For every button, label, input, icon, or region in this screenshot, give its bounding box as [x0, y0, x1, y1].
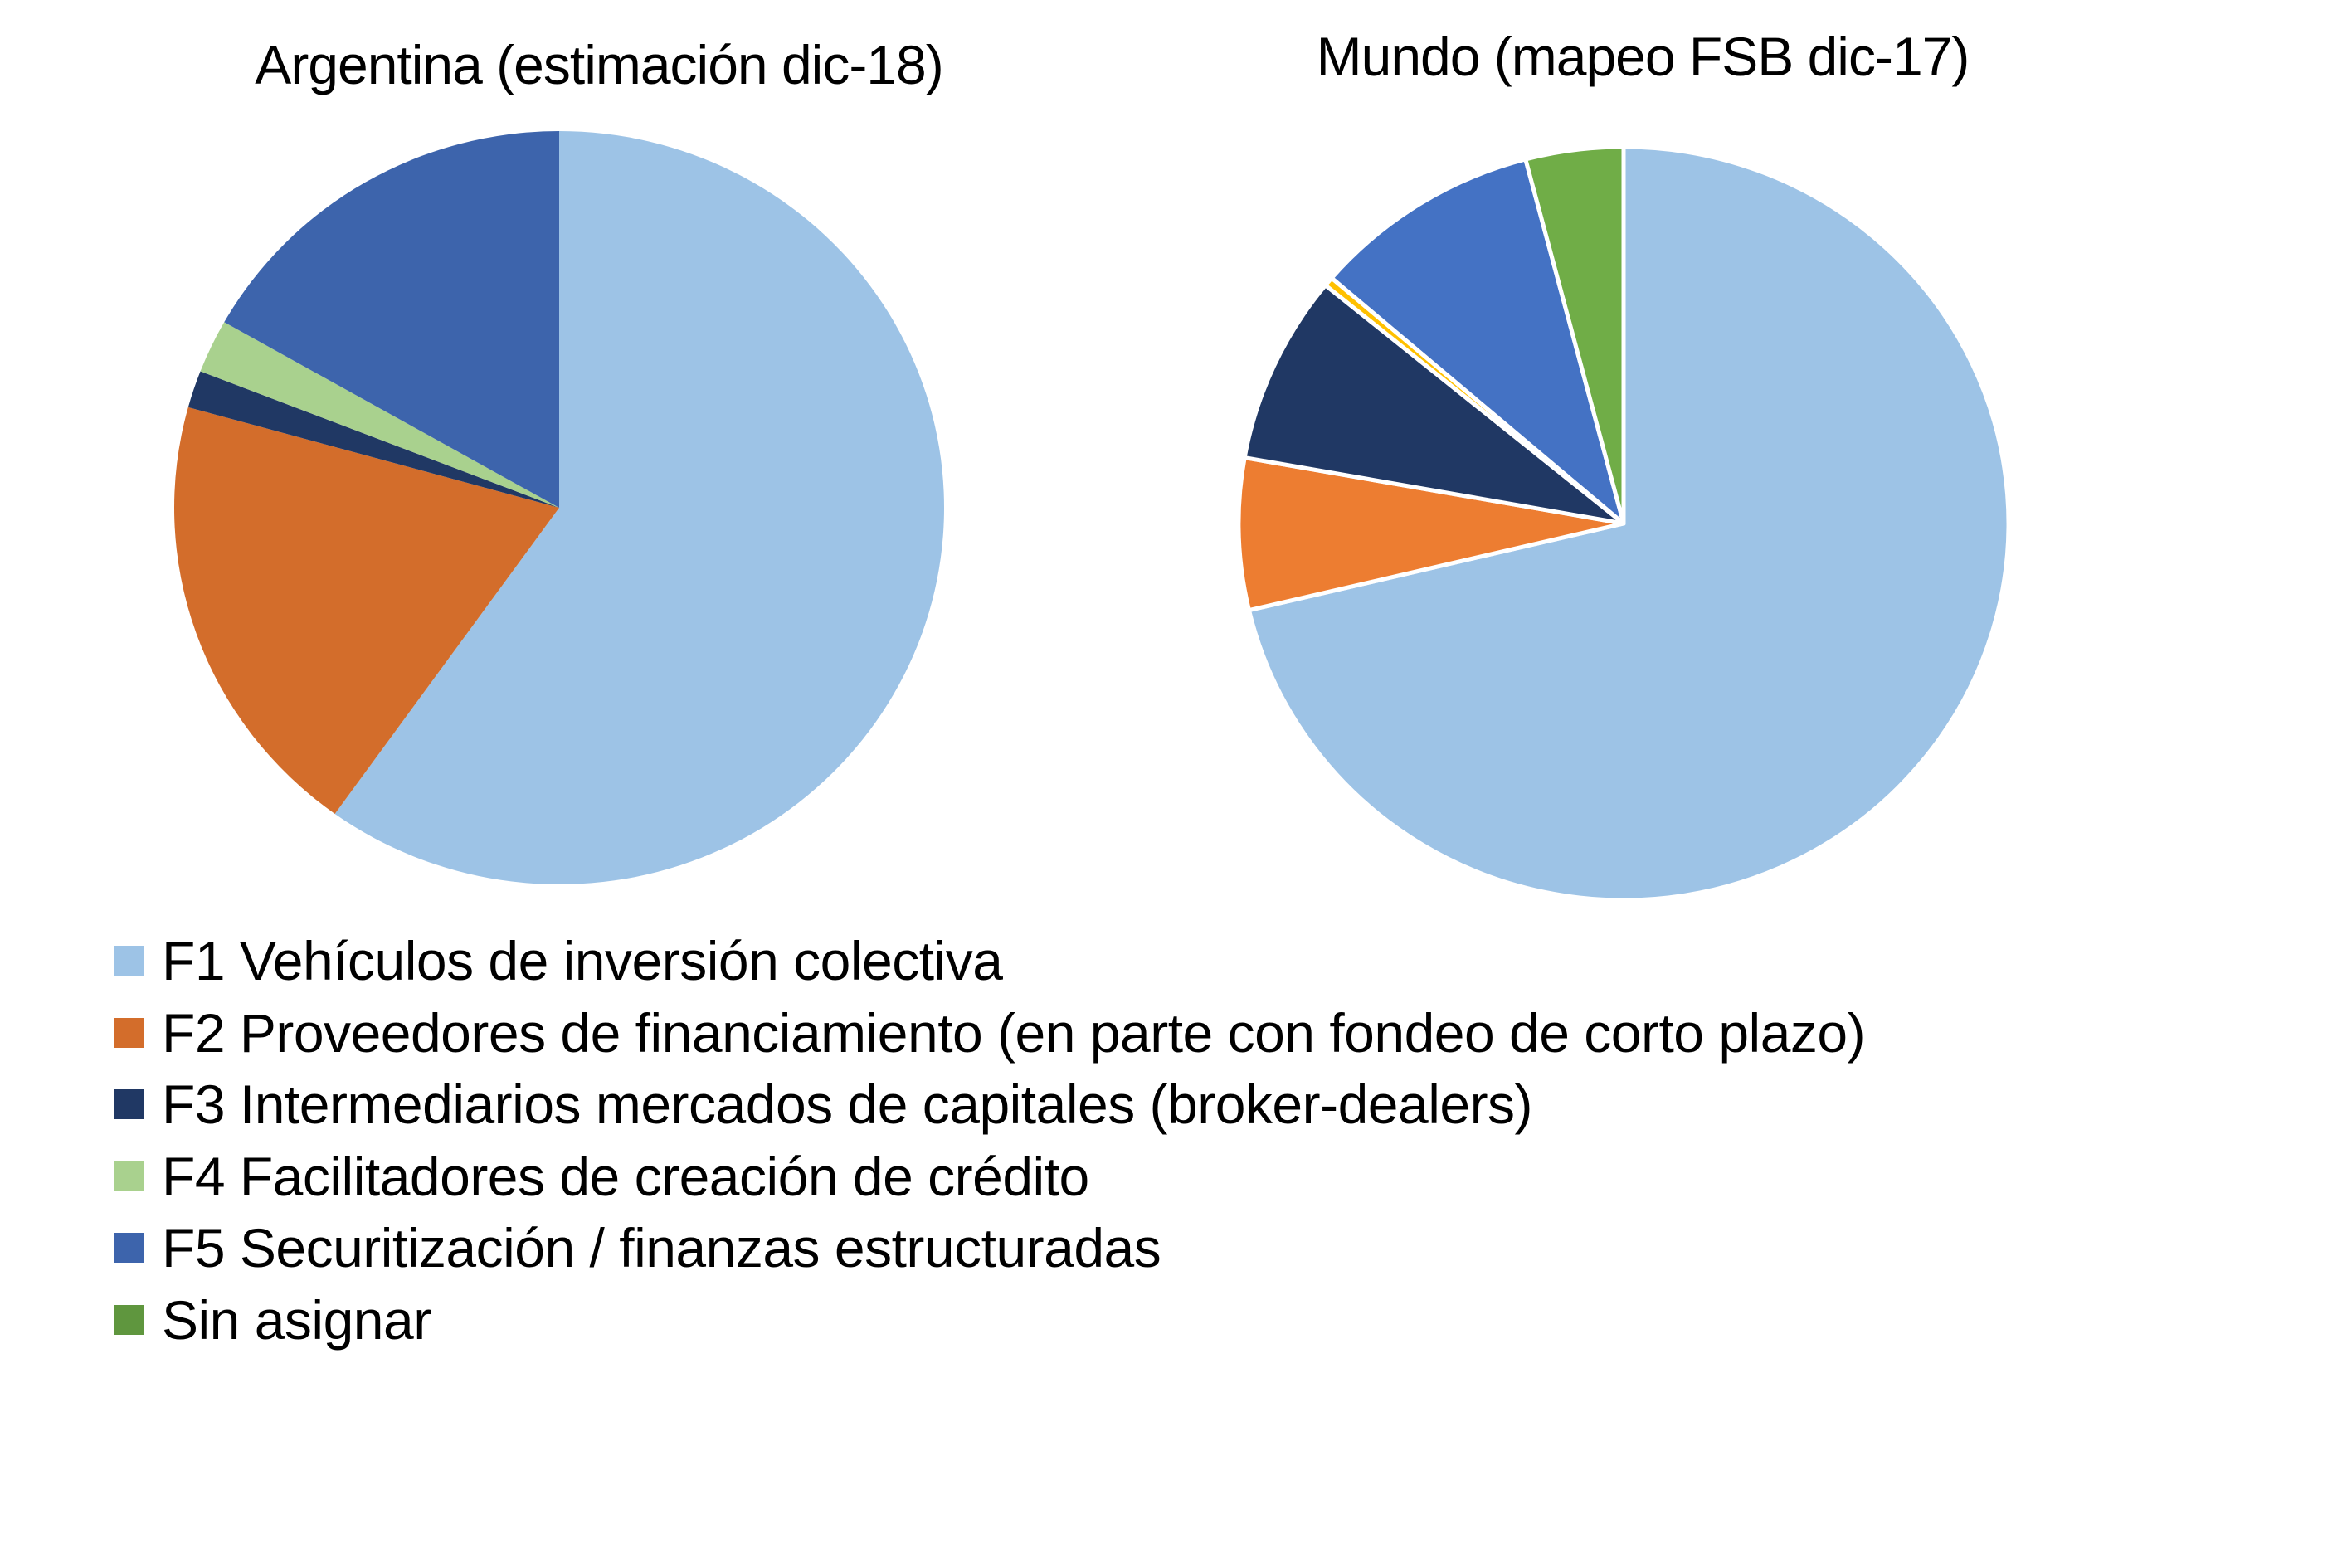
legend-item-f5: F5 Securitización / finanzas estructurad… — [114, 1212, 1865, 1284]
argentina-chart-title: Argentina (estimación dic-18) — [255, 34, 943, 95]
pie-slice — [1242, 283, 1626, 526]
legend-swatch-f2 — [114, 1017, 144, 1048]
legend-item-f1: F1 Vehículos de inversión colectiva — [114, 925, 1865, 997]
pie-slice — [334, 131, 944, 884]
argentina-pie-chart — [174, 131, 944, 884]
pie-slice — [187, 371, 559, 508]
legend-label-f3: F3 Intermediarios mercados de capitales … — [162, 1074, 1533, 1136]
legend: F1 Vehículos de inversión colectiva F2 P… — [114, 925, 1866, 1356]
legend-label-f4: F4 Facilitadores de creación de crédito — [162, 1145, 1089, 1207]
legend-swatch-f4 — [114, 1161, 144, 1191]
legend-swatch-sin-asignar — [114, 1304, 144, 1335]
legend-label-f5: F5 Securitización / finanzas estructurad… — [162, 1217, 1161, 1279]
legend-swatch-f3 — [114, 1089, 144, 1120]
legend-swatch-f5 — [114, 1233, 144, 1264]
pie-slice — [1246, 144, 2011, 903]
pie-slice — [174, 407, 559, 814]
pie-slice — [1523, 144, 1626, 526]
legend-label-sin-asignar: Sin asignar — [162, 1288, 431, 1351]
pie-slice — [200, 322, 560, 508]
legend-item-f2: F2 Proveedores de financiamiento (en par… — [114, 997, 1866, 1069]
pie-slice — [1329, 157, 1626, 526]
legend-swatch-f1 — [114, 946, 144, 976]
legend-item-sin-asignar: Sin asignar — [114, 1284, 1865, 1356]
mundo-chart-title: Mundo (mapeo FSB dic-17) — [1316, 26, 1970, 87]
legend-label-f1: F1 Vehículos de inversión colectiva — [162, 930, 1003, 992]
legend-label-f2: F2 Proveedores de financiamiento (en par… — [162, 1001, 1866, 1064]
legend-item-f3: F3 Intermediarios mercados de capitales … — [114, 1069, 1865, 1141]
legend-item-f4: F4 Facilitadores de creación de crédito — [114, 1141, 1865, 1213]
pie-slice — [1236, 455, 1626, 613]
mundo-pie-chart — [1236, 144, 2011, 903]
pie-slice — [224, 131, 559, 508]
